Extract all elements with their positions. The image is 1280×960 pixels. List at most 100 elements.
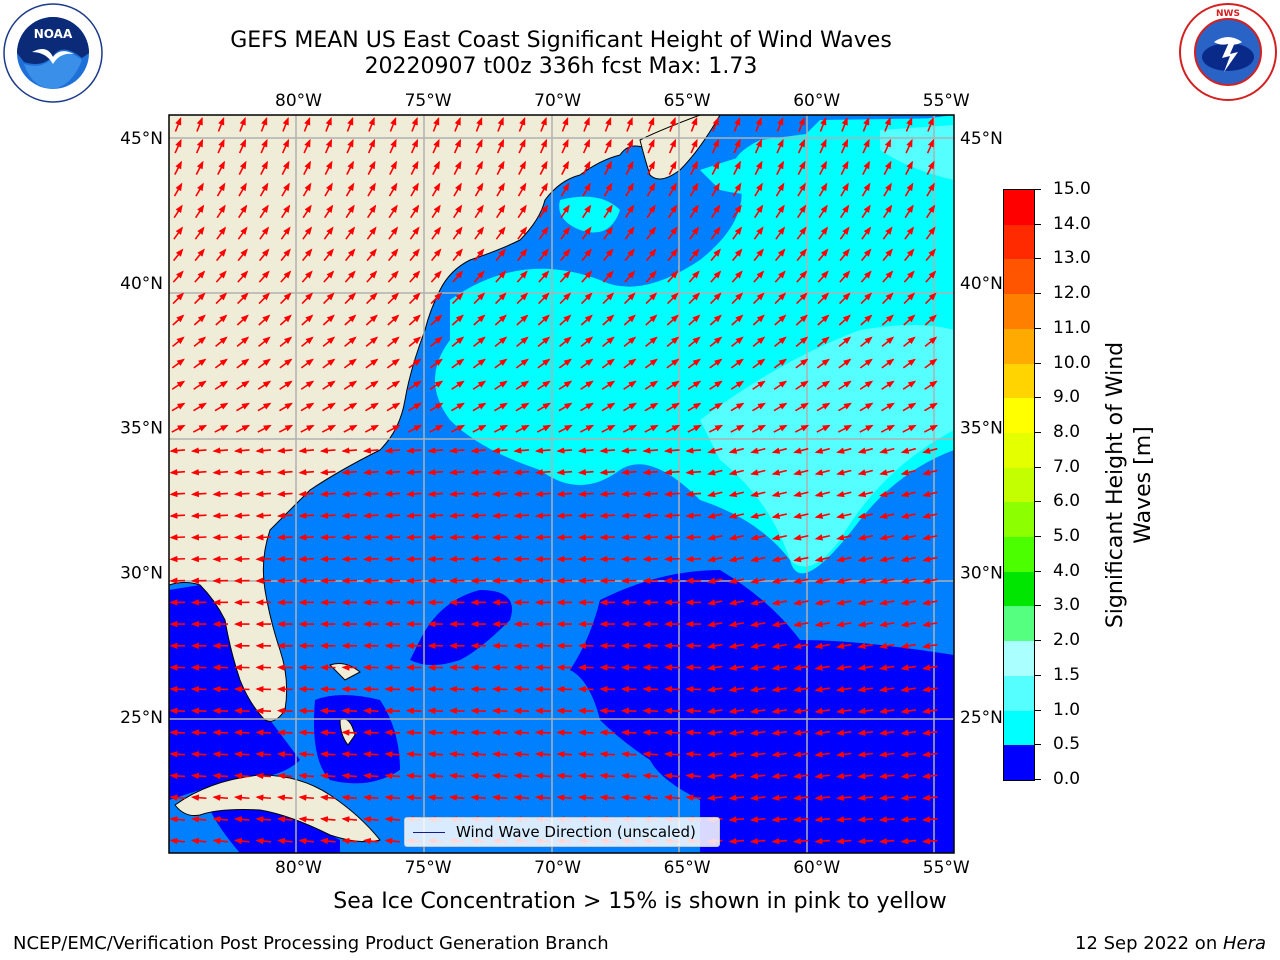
wind-wave-arrow xyxy=(749,816,766,823)
wind-wave-arrow xyxy=(668,160,677,175)
wind-wave-arrow xyxy=(685,490,702,498)
wind-wave-arrow xyxy=(453,182,462,197)
wind-wave-arrow xyxy=(470,772,487,780)
wind-wave-arrow xyxy=(192,424,208,433)
wind-wave-arrow xyxy=(515,358,529,369)
wind-wave-arrow xyxy=(255,794,272,801)
wind-wave-arrow xyxy=(792,772,809,780)
wind-wave-arrow xyxy=(190,512,207,519)
wind-wave-arrow xyxy=(814,621,831,628)
wind-wave-arrow xyxy=(753,248,764,262)
wind-wave-arrow xyxy=(427,490,444,498)
wind-wave-arrow xyxy=(319,490,336,498)
wind-wave-arrow xyxy=(427,729,444,736)
wind-wave-arrow xyxy=(298,490,315,498)
wind-wave-arrow xyxy=(173,226,184,240)
wind-wave-arrow xyxy=(644,380,659,390)
wind-wave-arrow xyxy=(835,772,852,780)
wind-wave-arrow xyxy=(491,729,508,736)
wind-wave-arrow xyxy=(688,336,701,348)
wind-wave-arrow xyxy=(752,292,765,305)
wind-wave-arrow xyxy=(625,160,634,175)
wind-wave-arrow xyxy=(838,336,852,348)
wind-wave-arrow xyxy=(473,292,486,305)
wave-zone-blue-east xyxy=(570,570,954,853)
wind-wave-arrow xyxy=(341,447,358,454)
wind-wave-arrow xyxy=(169,837,186,845)
wind-wave-arrow xyxy=(731,314,744,326)
wind-wave-arrow xyxy=(814,577,831,584)
wind-wave-arrow xyxy=(583,116,590,132)
wind-wave-arrow xyxy=(794,424,810,433)
wind-wave-arrow xyxy=(924,358,938,369)
wind-wave-arrow xyxy=(452,248,463,262)
wind-wave-arrow xyxy=(819,116,827,132)
wind-wave-arrow xyxy=(795,380,809,390)
wind-wave-arrow xyxy=(215,270,227,283)
lat-label-right: 35°N xyxy=(960,419,1003,439)
wind-wave-arrow xyxy=(255,512,272,519)
wind-wave-arrow xyxy=(711,138,720,154)
wind-wave-arrow xyxy=(819,160,827,175)
wind-wave-arrow xyxy=(255,534,272,541)
wind-wave-arrow xyxy=(580,336,594,348)
wind-wave-arrow xyxy=(706,751,723,758)
wind-wave-arrow xyxy=(389,160,397,175)
wind-wave-arrow xyxy=(604,160,612,175)
wind-wave-arrow xyxy=(472,424,487,433)
wind-wave-arrow xyxy=(814,794,831,801)
wind-wave-arrow xyxy=(516,248,528,262)
wind-wave-arrow xyxy=(212,794,229,801)
wind-wave-arrow xyxy=(623,380,637,390)
wind-wave-arrow xyxy=(879,621,895,628)
wind-wave-arrow xyxy=(580,314,593,326)
wind-wave-arrow xyxy=(258,314,271,326)
wind-wave-arrow xyxy=(448,490,465,498)
wind-wave-arrow xyxy=(300,402,315,412)
wind-wave-arrow xyxy=(688,270,700,283)
wind-wave-arrow xyxy=(732,182,742,197)
wind-wave-arrow xyxy=(878,707,895,715)
wind-wave-arrow xyxy=(172,314,185,326)
wind-wave-arrow xyxy=(604,116,612,132)
wind-wave-arrow xyxy=(190,707,207,715)
wind-wave-arrow xyxy=(921,794,938,801)
wind-wave-arrow xyxy=(298,751,315,758)
wind-wave-arrow xyxy=(257,380,272,390)
wind-wave-arrow xyxy=(473,248,485,262)
wind-wave-arrow xyxy=(728,794,745,801)
wind-wave-arrow xyxy=(518,138,526,154)
wind-wave-arrow xyxy=(645,248,657,262)
colorbar-tick-label: 11.0 xyxy=(1053,317,1091,338)
wind-wave-arrow xyxy=(599,794,616,801)
wind-wave-arrow xyxy=(513,534,530,541)
wind-wave-arrow xyxy=(900,664,917,671)
wind-wave-arrow xyxy=(454,116,461,132)
wind-wave-arrow xyxy=(190,469,207,476)
wind-wave-arrow xyxy=(497,116,504,132)
wind-wave-arrow xyxy=(814,751,831,758)
footer-right: 12 Sep 2022 on Hera xyxy=(1075,933,1266,954)
wind-wave-arrow xyxy=(171,358,185,369)
wind-wave-arrow xyxy=(792,686,809,693)
wind-wave-arrow xyxy=(255,729,272,736)
wind-wave-arrow xyxy=(924,402,938,412)
wind-wave-arrow xyxy=(685,534,702,541)
wind-wave-arrow xyxy=(707,512,723,519)
wind-wave-arrow xyxy=(796,248,807,262)
wind-wave-arrow xyxy=(922,447,938,454)
wind-wave-arrow xyxy=(926,204,936,219)
wind-wave-arrow xyxy=(556,707,573,715)
wind-wave-arrow xyxy=(857,534,874,541)
colorbar-tick-label: 1.5 xyxy=(1053,664,1081,685)
wind-wave-arrow xyxy=(620,490,637,498)
wind-wave-arrow xyxy=(883,138,892,154)
wind-wave-arrow xyxy=(319,512,336,519)
wind-wave-arrow xyxy=(687,358,701,369)
wind-wave-arrow xyxy=(325,116,332,132)
wind-wave-arrow xyxy=(712,116,719,132)
wind-wave-arrow xyxy=(728,707,745,715)
wind-wave-arrow xyxy=(685,447,702,454)
wind-wave-arrow xyxy=(346,116,354,132)
wind-wave-arrow xyxy=(602,270,614,283)
